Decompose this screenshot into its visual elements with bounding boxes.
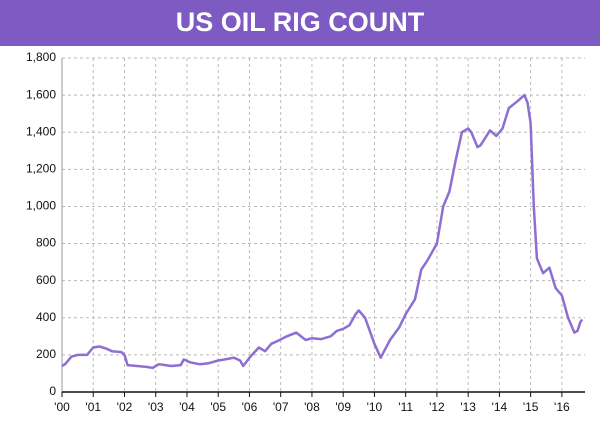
x-tick-label: '02 bbox=[117, 400, 133, 414]
x-tick-label: '11 bbox=[398, 400, 413, 414]
title-banner bbox=[0, 0, 600, 46]
y-tick-label: 1,800 bbox=[26, 50, 56, 64]
y-tick-label: 400 bbox=[36, 310, 56, 324]
y-tick-label: 1,000 bbox=[26, 199, 56, 213]
x-tick-label: '05 bbox=[210, 400, 226, 414]
x-tick-label: '16 bbox=[554, 400, 570, 414]
x-tick-label: '12 bbox=[429, 400, 445, 414]
y-tick-label: 1,200 bbox=[26, 162, 56, 176]
x-tick-label: '09 bbox=[335, 400, 351, 414]
x-tick-label: '15 bbox=[523, 400, 539, 414]
x-tick-label: '04 bbox=[179, 400, 195, 414]
y-tick-label: 1,400 bbox=[26, 124, 56, 138]
x-tick-label: '01 bbox=[85, 400, 101, 414]
y-tick-label: 200 bbox=[36, 347, 56, 361]
x-tick-label: '14 bbox=[492, 400, 508, 414]
line bbox=[61, 93, 584, 370]
x-tick-label: '06 bbox=[242, 400, 258, 414]
y-tick-label: 0 bbox=[49, 384, 56, 398]
x-tick-label: '13 bbox=[460, 400, 476, 414]
x-tick-label: '00 bbox=[54, 400, 70, 414]
chart-title: US OIL RIG COUNT bbox=[176, 7, 425, 37]
x-tick-label: '10 bbox=[367, 400, 383, 414]
x-tick-label: '03 bbox=[148, 400, 164, 414]
y-tick-label: 1,600 bbox=[26, 87, 56, 101]
x-tick-label: '07 bbox=[273, 400, 289, 414]
y-tick-label: 800 bbox=[36, 236, 56, 250]
y-tick-label: 600 bbox=[36, 273, 56, 287]
x-tick-label: '08 bbox=[304, 400, 320, 414]
